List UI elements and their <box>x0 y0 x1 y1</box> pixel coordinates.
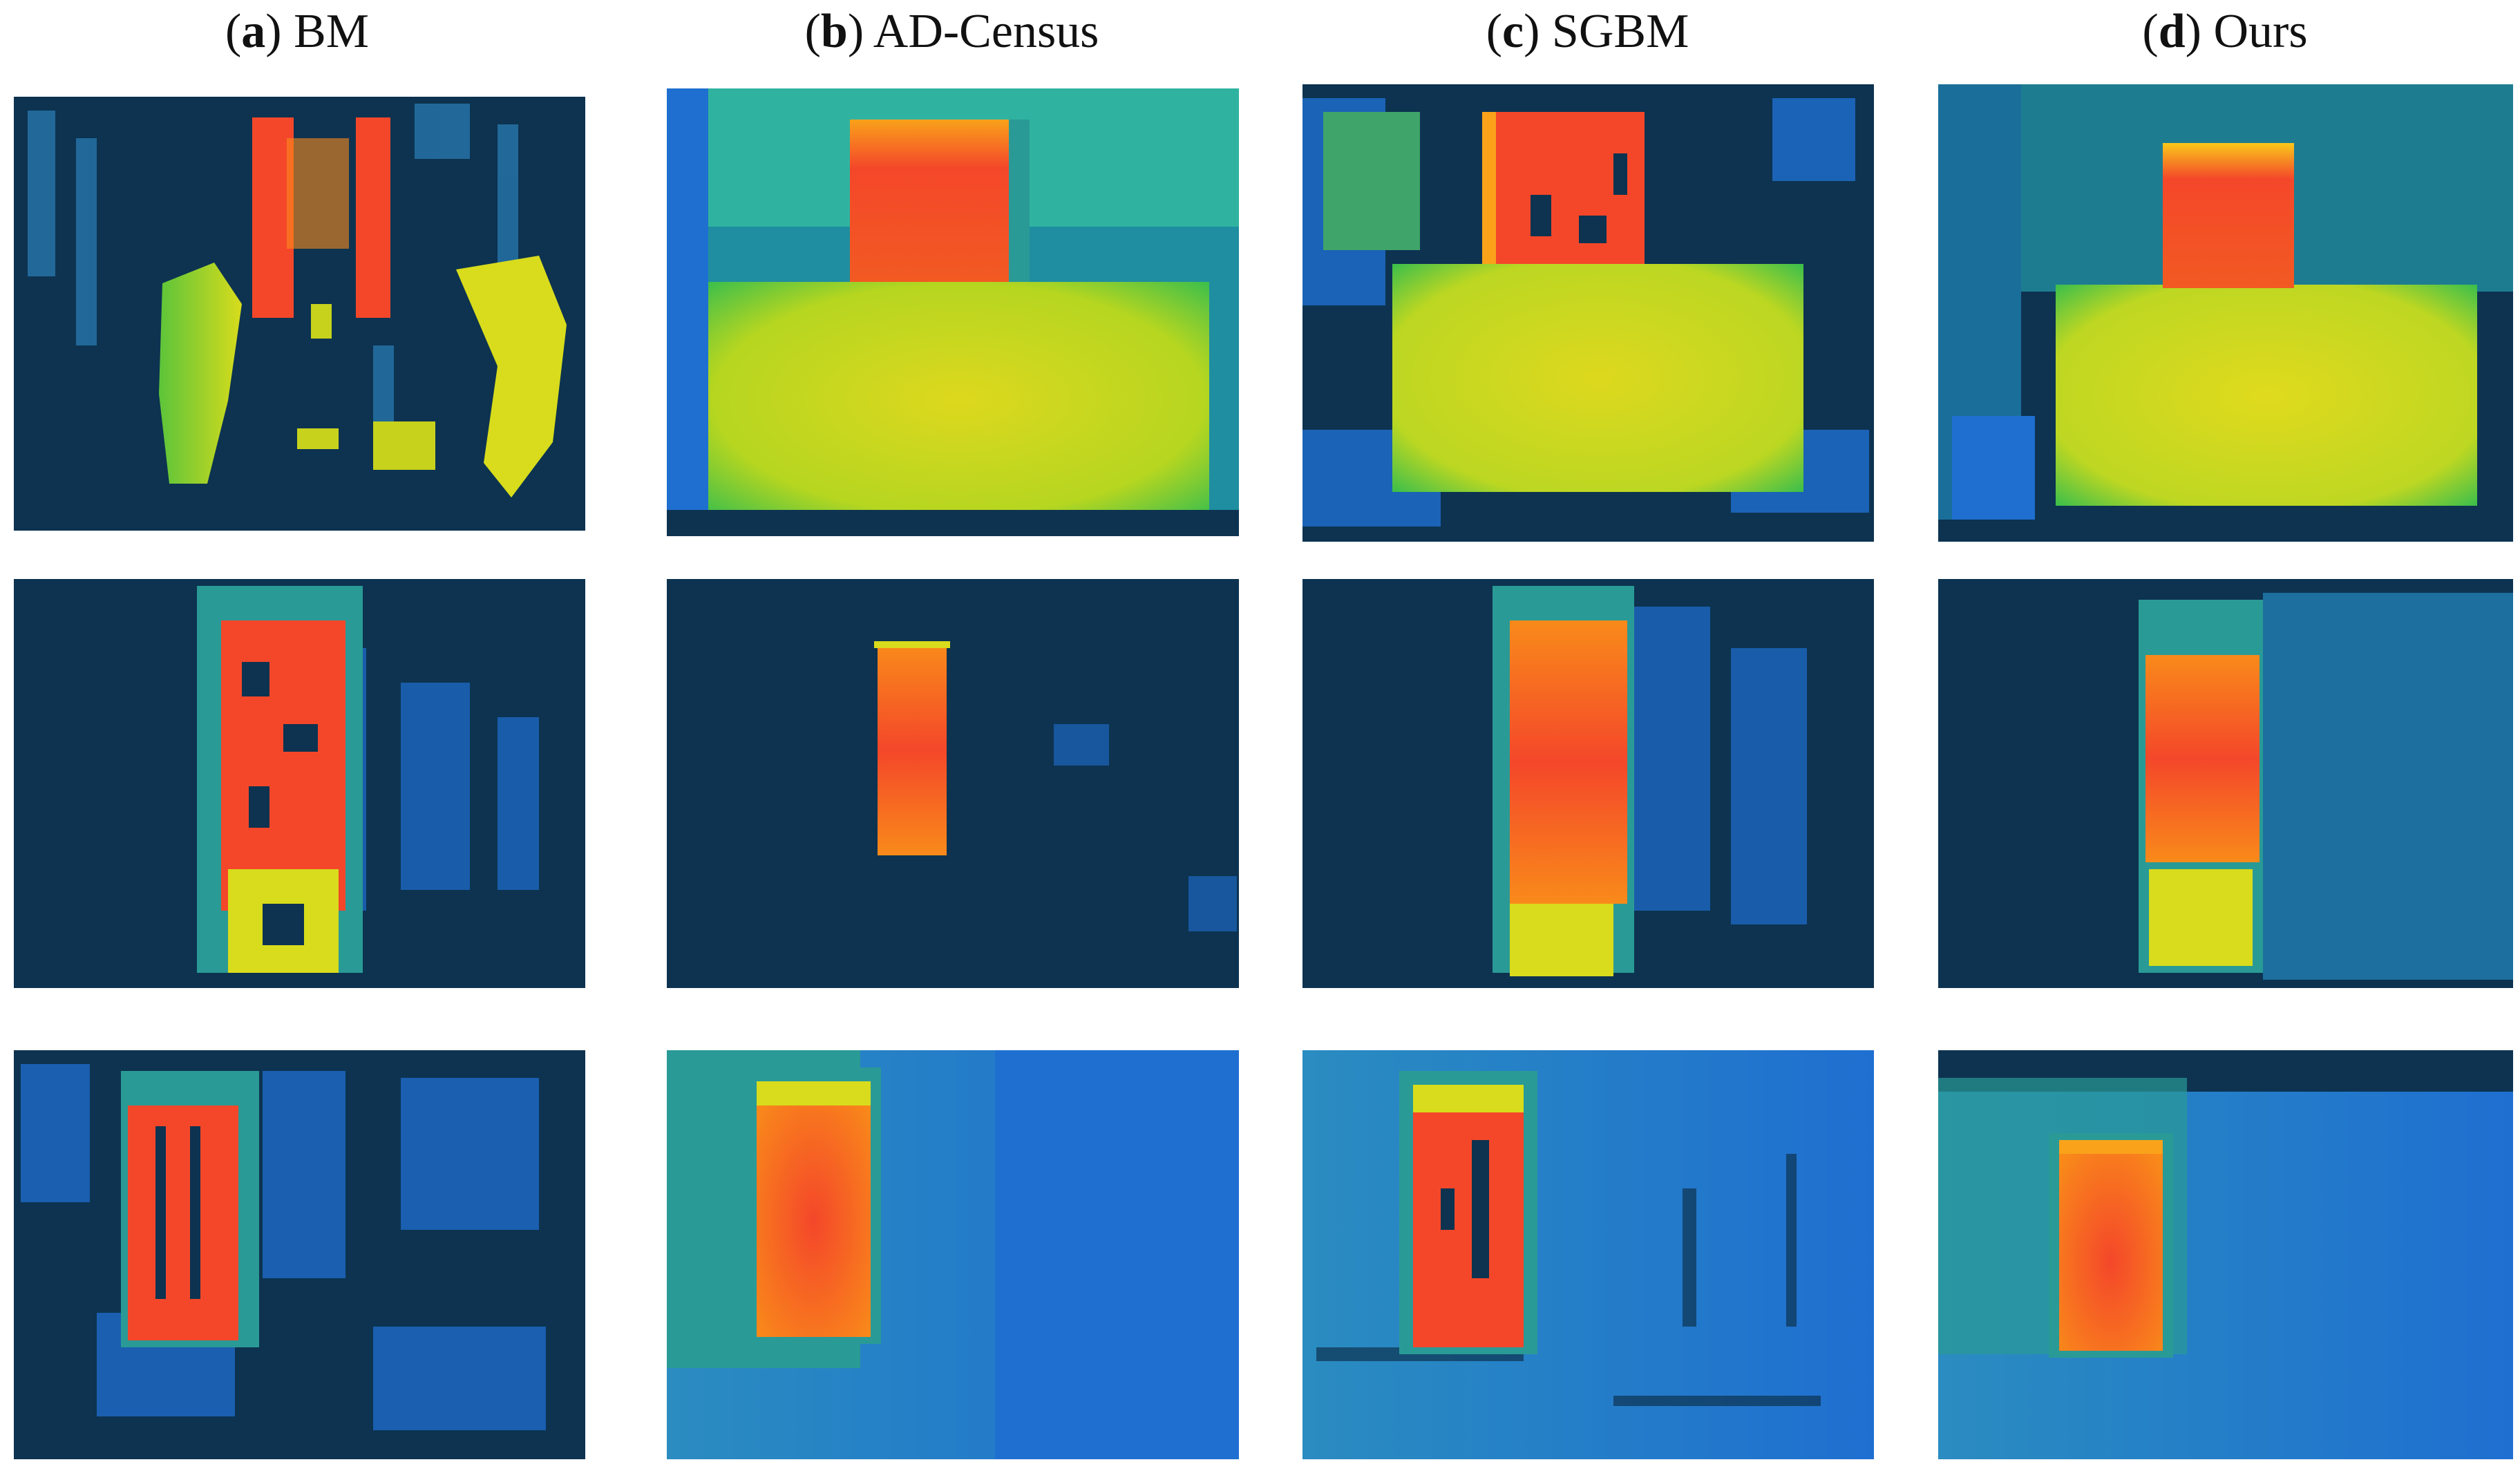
column-title-d: (d) Ours <box>2142 5 2308 58</box>
column-letter: b <box>820 5 848 58</box>
column-title-b: (b) AD-Census <box>804 5 1099 58</box>
disparity-map-bm-row2 <box>14 579 585 988</box>
column-name: AD-Census <box>873 5 1099 58</box>
disparity-map-sgbm-row1 <box>1302 84 1874 542</box>
disparity-map-adcensus-row2 <box>667 579 1239 988</box>
column-letter: c <box>1502 5 1524 58</box>
disparity-map-ours-row1 <box>1938 84 2513 542</box>
column-title-a: (a) BM <box>225 5 370 58</box>
disparity-map-ours-row3 <box>1938 1050 2513 1459</box>
disparity-map-adcensus-row1 <box>667 88 1239 536</box>
column-name: SGBM <box>1551 5 1689 58</box>
disparity-map-adcensus-row3 <box>667 1050 1239 1459</box>
disparity-map-bm-row3 <box>14 1050 585 1459</box>
column-letter: d <box>2158 5 2186 58</box>
disparity-map-sgbm-row2 <box>1302 579 1874 988</box>
column-title-c: (c) SGBM <box>1486 5 1689 58</box>
column-name: Ours <box>2213 5 2308 58</box>
column-letter: a <box>241 5 266 58</box>
column-name: BM <box>294 5 370 58</box>
disparity-map-ours-row2 <box>1938 579 2513 988</box>
disparity-map-bm-row1 <box>14 97 585 531</box>
disparity-map-sgbm-row3 <box>1302 1050 1874 1459</box>
